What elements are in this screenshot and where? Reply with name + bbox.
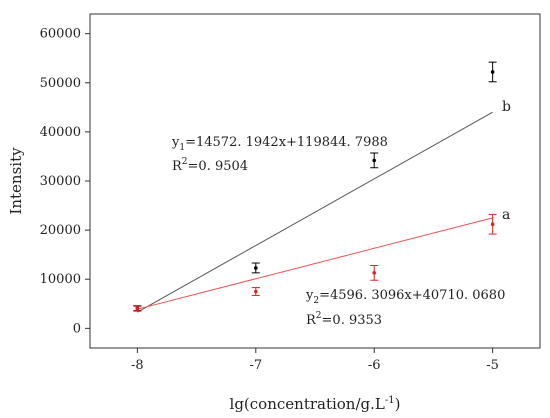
data-point-a <box>253 289 258 294</box>
r2-b: R2=0. 9504 <box>172 157 248 174</box>
fit-line-b <box>137 111 493 313</box>
r2-a: R2=0. 9353 <box>306 311 382 328</box>
data-point-a <box>372 271 377 275</box>
x-tick-label: -7 <box>249 358 262 373</box>
data-point-a <box>135 306 140 311</box>
series-a-label: a <box>502 207 510 223</box>
y-tick-label: 40000 <box>40 125 81 140</box>
x-axis-title: lg(concentration/g.L-1) <box>230 395 401 413</box>
fit-lines <box>137 111 493 313</box>
data-point-b <box>253 266 258 270</box>
axes: 0 10000 20000 30000 40000 50000 60000 -8 -7 -6 -5 <box>40 27 499 373</box>
y-tick-label: 50000 <box>40 76 81 91</box>
x-tick-label: -8 <box>131 358 144 373</box>
y-tick-label: 10000 <box>40 272 81 287</box>
y-tick-label: 60000 <box>40 27 81 42</box>
x-tick-label: -5 <box>486 358 499 373</box>
x-tick-label: -6 <box>368 358 381 373</box>
data-point-b <box>372 158 377 163</box>
series-b-label: b <box>502 99 511 115</box>
equation-a: y2=4596. 3096x+40710. 0680 <box>305 288 505 306</box>
y-tick-label: 0 <box>73 321 81 336</box>
data-points <box>133 61 497 312</box>
y-tick-label: 20000 <box>40 223 81 238</box>
data-point-b <box>490 70 495 74</box>
equation-b: y1=14572. 1942x+119844. 7988 <box>171 135 388 153</box>
data-point-a <box>490 222 495 227</box>
y-axis-title: Intensity <box>7 147 25 215</box>
fit-line-a <box>137 217 493 310</box>
y-tick-label: 30000 <box>40 174 81 189</box>
